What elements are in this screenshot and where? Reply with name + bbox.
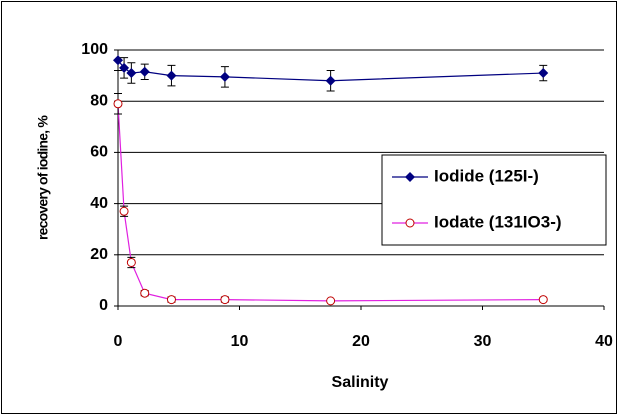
x-tick-label: 0 xyxy=(114,333,123,350)
data-point xyxy=(119,206,129,216)
data-point xyxy=(166,295,176,305)
y-tick-label: 40 xyxy=(90,195,108,212)
data-point xyxy=(139,66,150,77)
legend-marker xyxy=(405,172,415,182)
data-point xyxy=(140,288,150,298)
y-tick-label: 100 xyxy=(81,41,108,58)
series-line xyxy=(117,103,544,302)
y-tick-label: 0 xyxy=(99,297,108,314)
x-tick-label: 40 xyxy=(595,333,613,350)
y-tick-label: 80 xyxy=(90,92,108,109)
data-point xyxy=(326,296,336,306)
y-tick-label: 20 xyxy=(90,246,108,263)
x-tick-label: 30 xyxy=(474,333,492,350)
legend-box xyxy=(381,154,607,246)
x-axis-label: Salinity xyxy=(332,374,389,391)
y-axis-label: recovery of iodine, % xyxy=(35,115,51,240)
data-point xyxy=(126,68,137,79)
data-point xyxy=(166,70,177,81)
data-point xyxy=(126,257,136,267)
data-point xyxy=(113,99,123,109)
data-point xyxy=(219,71,230,82)
data-point xyxy=(538,295,548,305)
legend-marker xyxy=(405,218,415,228)
legend-label: Iodate (131IO3-) xyxy=(434,212,562,231)
x-tick-label: 20 xyxy=(352,333,370,350)
data-point xyxy=(119,62,130,73)
x-tick-label: 10 xyxy=(231,333,249,350)
legend-label: Iodide (125I-) xyxy=(434,166,539,185)
data-point xyxy=(325,75,336,86)
data-point xyxy=(538,68,549,79)
data-point xyxy=(220,295,230,305)
y-tick-label: 60 xyxy=(90,144,108,161)
